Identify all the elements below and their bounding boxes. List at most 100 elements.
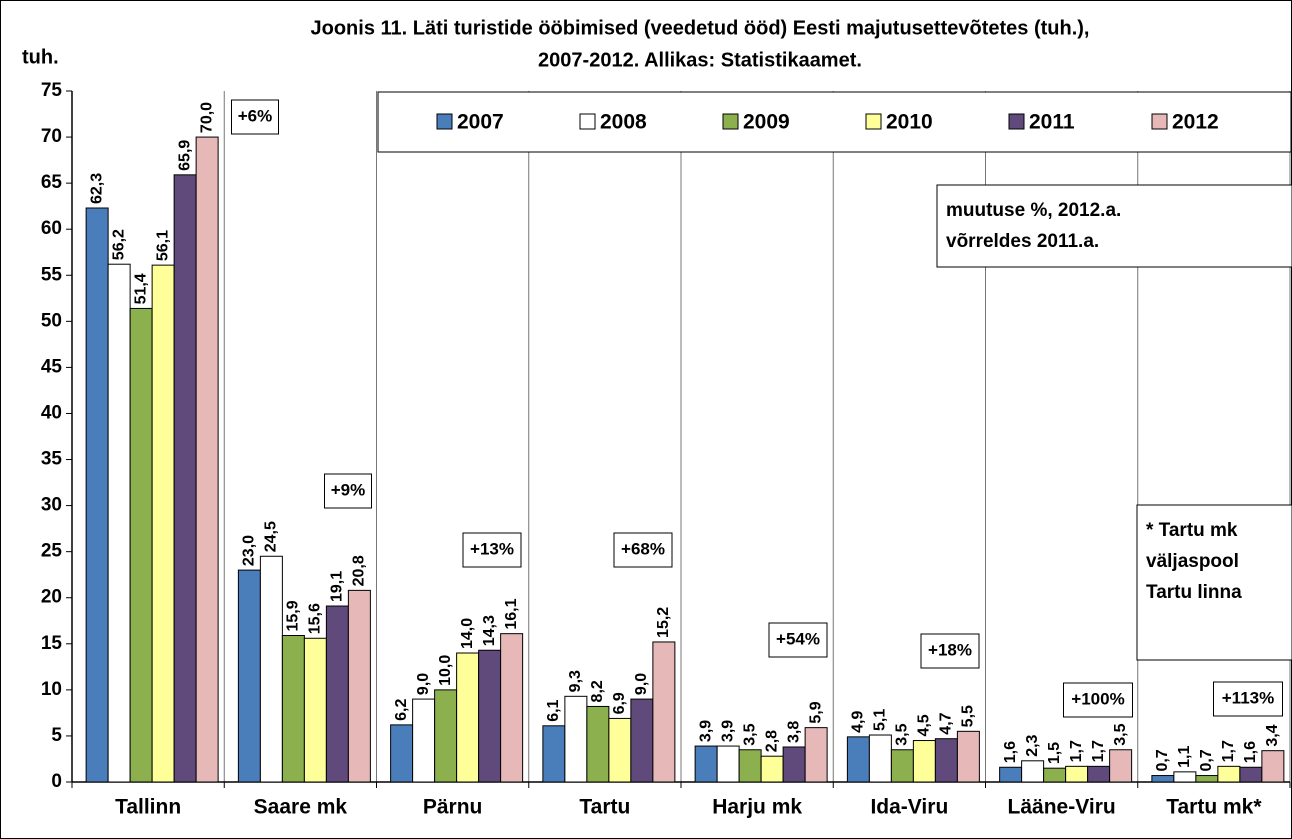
bar	[630, 698, 654, 783]
legend-box	[377, 91, 1292, 153]
value-label: 1,6	[1002, 741, 1019, 763]
note: Tartu linna	[1146, 582, 1242, 603]
note-box	[936, 184, 1292, 268]
bar	[694, 745, 718, 783]
y-tick-label: 70	[41, 126, 62, 147]
y-tick-label: 45	[41, 356, 63, 377]
bar	[195, 136, 219, 783]
bar	[325, 605, 349, 783]
annotation: +100%	[1071, 689, 1124, 708]
annotation: +9%	[331, 480, 366, 499]
bar	[281, 635, 305, 783]
value-label: 3,9	[697, 720, 714, 742]
value-label: 9,0	[633, 673, 650, 695]
annotation: +13%	[470, 539, 514, 558]
y-tick-label: 15	[41, 633, 63, 654]
value-label: 1,7	[1220, 740, 1237, 762]
bar	[738, 749, 762, 783]
value-label: 3,5	[1112, 723, 1129, 745]
bar	[1261, 750, 1285, 783]
bar	[456, 652, 480, 783]
bar	[259, 555, 283, 783]
value-label: 14,3	[481, 615, 498, 646]
note: muutuse %, 2012.a.	[946, 200, 1121, 221]
bar	[129, 307, 153, 783]
chart-title: 2007-2012. Allikas: Statistikaamet.	[538, 49, 862, 71]
value-label: 24,5	[263, 521, 280, 552]
y-tick-label: 75	[41, 80, 63, 101]
value-label: 2,8	[763, 730, 780, 752]
bar	[1239, 766, 1263, 783]
value-label: 8,2	[589, 680, 606, 702]
y-tick-label: 0	[51, 771, 62, 792]
bar	[303, 637, 327, 783]
bar	[999, 766, 1023, 783]
annotation: +18%	[928, 640, 972, 659]
bar	[500, 633, 524, 783]
annotation-box	[1063, 682, 1133, 718]
x-tick-label: Tartu	[579, 796, 630, 819]
value-label: 56,2	[110, 229, 127, 260]
bar	[1021, 760, 1045, 783]
annotation: +6%	[238, 106, 273, 125]
x-tick-label: Harju mk	[712, 796, 802, 819]
bar	[912, 740, 936, 783]
bar	[846, 736, 870, 783]
bar	[1173, 771, 1197, 783]
value-label: 2,3	[1024, 734, 1041, 756]
bar	[716, 745, 740, 783]
bar	[608, 717, 632, 783]
bar	[652, 641, 676, 783]
value-label: 23,0	[241, 535, 258, 566]
x-tick-label: Ida-Viru	[870, 796, 948, 819]
bar	[934, 738, 958, 783]
y-tick-label: 60	[41, 218, 62, 239]
value-label: 15,6	[307, 603, 324, 634]
annotation-box	[462, 532, 522, 568]
value-label: 3,5	[741, 723, 758, 745]
y-tick-label: 65	[41, 172, 63, 193]
value-label: 15,9	[285, 600, 302, 631]
value-label: 56,1	[154, 230, 171, 261]
y-tick-label: 10	[41, 679, 62, 700]
bar	[1151, 775, 1175, 783]
legend-label: 2011	[1029, 111, 1075, 134]
bar	[151, 264, 175, 783]
bar	[173, 174, 197, 783]
y-tick-label: 35	[41, 449, 63, 470]
bar	[890, 749, 914, 783]
y-tick-label: 20	[41, 587, 62, 608]
note: väljaspool	[1146, 551, 1239, 572]
annotation-box	[613, 532, 673, 568]
value-label: 70,0	[198, 102, 215, 133]
legend-swatch	[1151, 113, 1168, 130]
legend-label: 2008	[600, 111, 647, 134]
bar	[1087, 765, 1111, 783]
bar	[1217, 765, 1241, 783]
value-label: 51,4	[132, 273, 149, 304]
annotation-box	[768, 622, 828, 658]
legend-label: 2009	[743, 111, 790, 134]
note: * Tartu mk	[1146, 520, 1238, 541]
value-label: 9,3	[567, 670, 584, 692]
legend-label: 2007	[457, 111, 504, 134]
value-label: 1,5	[1046, 742, 1063, 764]
value-label: 1,6	[1242, 741, 1259, 763]
value-label: 3,5	[894, 723, 911, 745]
value-label: 15,2	[655, 607, 672, 638]
x-tick-label: Tallinn	[115, 796, 181, 819]
bar	[107, 263, 131, 783]
legend-swatch	[722, 113, 739, 130]
legend-swatch	[1008, 113, 1025, 130]
value-label: 10,0	[437, 655, 454, 686]
value-label: 3,4	[1264, 724, 1281, 746]
legend-swatch	[865, 113, 882, 130]
annotation: +54%	[776, 629, 820, 648]
value-label: 1,7	[1090, 740, 1107, 762]
y-tick-label: 50	[41, 310, 62, 331]
annotation-box	[231, 99, 279, 135]
bar	[564, 695, 588, 783]
y-tick-label: 55	[41, 264, 63, 285]
bar	[85, 207, 109, 783]
value-label: 62,3	[88, 173, 105, 204]
